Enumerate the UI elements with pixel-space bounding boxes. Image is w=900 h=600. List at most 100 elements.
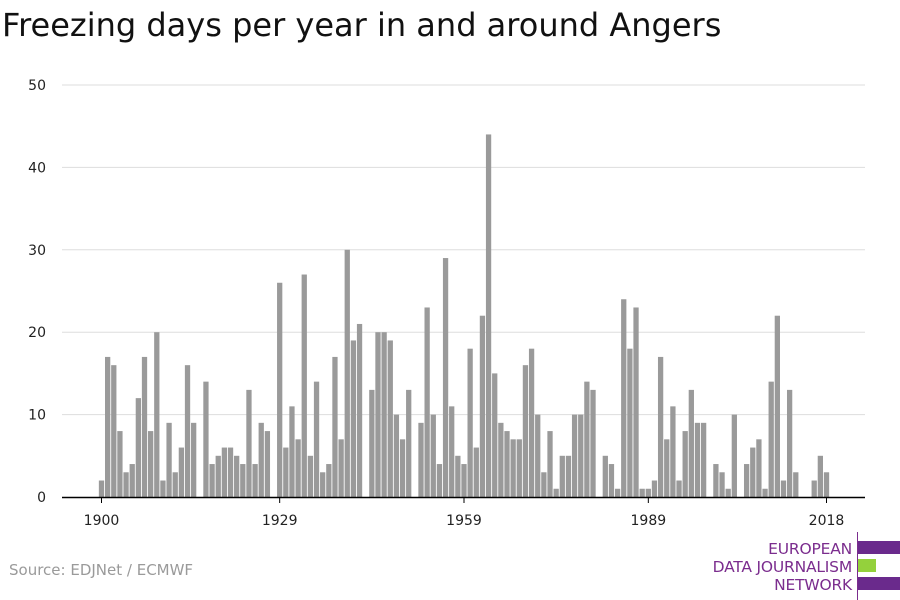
bar-1961[interactable] xyxy=(473,447,479,497)
bar-1903[interactable] xyxy=(117,431,123,497)
bar-1959[interactable] xyxy=(461,464,467,497)
bar-2002[interactable] xyxy=(725,488,731,497)
bar-1979[interactable] xyxy=(584,381,590,497)
bar-1932[interactable] xyxy=(295,439,301,497)
bar-1906[interactable] xyxy=(135,398,141,497)
bar-2007[interactable] xyxy=(756,439,762,497)
bar-1984[interactable] xyxy=(614,488,621,497)
bar-2003[interactable] xyxy=(731,414,737,497)
bar-2017[interactable] xyxy=(817,455,823,497)
bar-2001[interactable] xyxy=(719,472,725,497)
bar-1915[interactable] xyxy=(191,422,197,497)
bar-1910[interactable] xyxy=(160,480,166,497)
bar-1919[interactable] xyxy=(215,455,221,497)
bar-1939[interactable] xyxy=(338,439,344,497)
bar-1978[interactable] xyxy=(578,414,584,497)
bar-1926[interactable] xyxy=(258,422,264,497)
bar-1975[interactable] xyxy=(559,455,565,497)
bar-1929[interactable] xyxy=(277,282,283,497)
bar-1995[interactable] xyxy=(682,431,688,497)
bar-1968[interactable] xyxy=(516,439,522,497)
bar-1996[interactable] xyxy=(688,389,694,497)
bar-1976[interactable] xyxy=(565,455,572,497)
bar-1945[interactable] xyxy=(375,332,381,497)
bar-2018[interactable] xyxy=(823,472,830,497)
edjnet-logo[interactable]: EUROPEAN DATA JOURNALISM NETWORK xyxy=(690,532,900,600)
bar-1901[interactable] xyxy=(105,356,111,497)
bar-1941[interactable] xyxy=(350,340,357,497)
bar-1934[interactable] xyxy=(307,455,314,497)
bar-1921[interactable] xyxy=(227,447,234,497)
bar-1924[interactable] xyxy=(246,389,252,497)
bar-1950[interactable] xyxy=(406,389,412,497)
bar-2013[interactable] xyxy=(793,472,799,497)
bar-2005[interactable] xyxy=(743,464,750,497)
bar-1983[interactable] xyxy=(608,464,615,497)
bar-1952[interactable] xyxy=(418,422,424,497)
bar-1958[interactable] xyxy=(455,455,461,497)
bar-1900[interactable] xyxy=(98,480,105,497)
bar-1909[interactable] xyxy=(154,332,160,497)
bar-1944[interactable] xyxy=(369,389,375,497)
bar-1964[interactable] xyxy=(492,373,498,497)
bar-1912[interactable] xyxy=(172,472,178,497)
bar-1974[interactable] xyxy=(553,488,559,497)
bar-1946[interactable] xyxy=(381,332,387,497)
bar-1938[interactable] xyxy=(332,356,338,497)
bar-1969[interactable] xyxy=(522,365,529,497)
bar-1973[interactable] xyxy=(547,431,553,497)
bar-2008[interactable] xyxy=(762,488,768,497)
bar-1931[interactable] xyxy=(289,406,295,497)
bar-1908[interactable] xyxy=(148,431,154,497)
bar-1991[interactable] xyxy=(657,356,664,497)
bar-1902[interactable] xyxy=(111,365,117,497)
bar-1907[interactable] xyxy=(141,356,148,497)
bar-1963[interactable] xyxy=(485,134,492,497)
bar-1905[interactable] xyxy=(129,464,135,497)
bar-1970[interactable] xyxy=(528,348,535,497)
bar-1955[interactable] xyxy=(436,464,443,497)
bar-1913[interactable] xyxy=(178,447,185,497)
bar-1940[interactable] xyxy=(344,249,350,497)
bar-1993[interactable] xyxy=(670,406,676,497)
bar-1914[interactable] xyxy=(184,365,191,497)
bar-2012[interactable] xyxy=(786,389,793,497)
bar-2000[interactable] xyxy=(713,464,719,497)
bar-1922[interactable] xyxy=(234,455,240,497)
bar-1933[interactable] xyxy=(301,274,307,497)
bar-2009[interactable] xyxy=(768,381,774,497)
bar-1988[interactable] xyxy=(639,488,645,497)
bar-1930[interactable] xyxy=(283,447,289,497)
bar-1966[interactable] xyxy=(504,431,510,497)
bar-1997[interactable] xyxy=(694,422,701,497)
bar-1920[interactable] xyxy=(221,447,228,497)
bar-1953[interactable] xyxy=(424,307,430,497)
bar-1990[interactable] xyxy=(651,480,658,497)
bar-1967[interactable] xyxy=(510,439,516,497)
bar-1956[interactable] xyxy=(442,258,449,497)
bar-1960[interactable] xyxy=(467,348,473,497)
bar-1948[interactable] xyxy=(393,414,400,497)
bar-1949[interactable] xyxy=(399,439,406,497)
bar-1980[interactable] xyxy=(590,389,596,497)
bar-1985[interactable] xyxy=(621,299,627,497)
bar-1998[interactable] xyxy=(700,422,707,497)
bar-1972[interactable] xyxy=(541,472,547,497)
bar-1965[interactable] xyxy=(498,422,504,497)
bar-1957[interactable] xyxy=(449,406,455,497)
bar-1962[interactable] xyxy=(479,315,486,497)
bar-1942[interactable] xyxy=(356,323,363,497)
bar-1917[interactable] xyxy=(203,381,209,497)
bar-1904[interactable] xyxy=(123,472,129,497)
bar-1918[interactable] xyxy=(209,464,215,497)
bar-1935[interactable] xyxy=(313,381,320,497)
bar-1989[interactable] xyxy=(645,488,651,497)
bar-1927[interactable] xyxy=(264,431,271,497)
bar-1911[interactable] xyxy=(166,422,172,497)
bar-1982[interactable] xyxy=(602,455,608,497)
bar-1936[interactable] xyxy=(320,472,326,497)
bar-1987[interactable] xyxy=(633,307,639,497)
bar-1992[interactable] xyxy=(664,439,670,497)
bar-1925[interactable] xyxy=(252,464,258,497)
bar-2011[interactable] xyxy=(780,480,787,497)
